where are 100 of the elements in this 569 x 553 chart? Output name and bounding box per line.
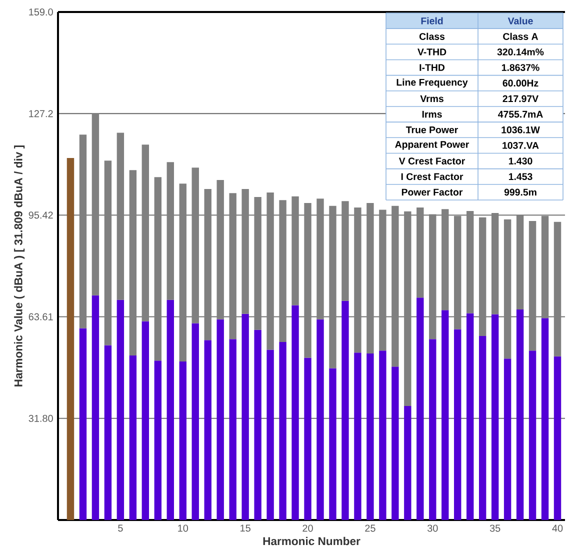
bar: [79, 328, 87, 520]
bar: [366, 354, 374, 520]
bar: [379, 210, 386, 351]
annotation: 320.14m%: [497, 48, 544, 56]
bar: [304, 203, 312, 358]
bar: [528, 350, 536, 520]
bar: [316, 198, 324, 320]
bar: [478, 217, 486, 336]
bar: [179, 362, 186, 520]
bar: [92, 295, 100, 520]
bar: [142, 321, 150, 520]
bar: [429, 339, 436, 520]
bar: [416, 298, 424, 520]
y-tick-label: 95.42: [28, 212, 53, 219]
bar: [528, 220, 536, 351]
bar: [442, 310, 449, 520]
y-tick-label: 63.61: [28, 313, 53, 320]
bar: [404, 406, 412, 520]
bar: [254, 196, 262, 330]
annotation: 4755.7mA: [498, 110, 543, 118]
annotation: 1.8637%: [502, 64, 540, 71]
bar: [516, 309, 524, 520]
bar: [229, 193, 236, 340]
bar: [116, 300, 124, 520]
annotation: Vrms: [420, 95, 444, 102]
bar: [454, 329, 462, 520]
bar: [66, 158, 74, 520]
annotation: V Crest Factor: [398, 158, 465, 164]
bar: [392, 366, 399, 520]
annotation: Power Factor: [402, 188, 463, 196]
bar: [129, 170, 137, 356]
annotation: 60.00Hz: [502, 80, 538, 87]
bar: [304, 358, 312, 520]
x-tick-label: 20: [302, 524, 313, 532]
annotation: Irms: [422, 110, 442, 118]
bar: [242, 314, 249, 520]
bar: [316, 319, 324, 520]
bar: [192, 168, 199, 324]
x-tick-label: 35: [490, 524, 500, 532]
bar: [554, 222, 562, 356]
bar: [104, 160, 112, 346]
y-tick-label: 31.80: [28, 414, 53, 422]
bar: [329, 206, 336, 368]
annotation: 1037.VA: [502, 142, 539, 149]
annotation: True Power: [406, 126, 458, 134]
annotation: I-THD: [420, 64, 445, 71]
annotation: 999.5m: [504, 188, 536, 196]
bar: [79, 134, 87, 328]
bar: [92, 112, 100, 296]
bar: [392, 206, 399, 367]
x-tick-label: 10: [178, 524, 188, 532]
annotation: I Crest Factor: [401, 173, 464, 180]
bar: [516, 215, 524, 310]
bar: [379, 350, 386, 520]
annotation: Line Frequency: [396, 78, 468, 88]
bar: [442, 209, 449, 310]
bar: [541, 216, 549, 318]
x-axis-title: Harmonic Number: [263, 536, 360, 546]
bar: [166, 300, 174, 520]
bar: [116, 132, 124, 300]
bar: [541, 318, 549, 520]
bar: [204, 340, 212, 520]
annotation: 217.97V: [502, 95, 538, 102]
bar: [554, 356, 562, 520]
bar: [466, 211, 474, 314]
annotation: Apparent Power: [395, 141, 470, 150]
bar: [354, 208, 362, 353]
bar: [429, 214, 436, 340]
bar: [179, 184, 186, 362]
bar: [279, 342, 286, 520]
x-tick-label: 30: [427, 524, 438, 532]
bar: [154, 177, 162, 361]
annotation: V-THD: [418, 48, 446, 56]
bar: [254, 330, 262, 520]
bar: [129, 355, 137, 520]
bar: [504, 358, 512, 520]
bar: [154, 360, 162, 520]
bar: [192, 323, 199, 520]
bar: [329, 368, 336, 520]
x-tick-label: 40: [552, 524, 563, 532]
bar: [216, 319, 224, 520]
bar: [504, 219, 512, 359]
bar: [266, 350, 274, 520]
bar: [404, 211, 412, 406]
bar: [204, 188, 212, 340]
bar: [491, 314, 499, 520]
bar: [104, 345, 112, 520]
bar: [454, 216, 462, 330]
annotation: 1036.1W: [502, 126, 540, 134]
x-tick-label: 5: [118, 524, 123, 532]
annotation: Value: [508, 17, 533, 24]
bar: [216, 180, 224, 320]
annotation: Class A: [503, 32, 538, 40]
bar: [279, 200, 286, 342]
bar: [342, 300, 349, 520]
bar: [354, 352, 362, 520]
bar: [142, 144, 150, 322]
x-tick-label: 25: [365, 524, 376, 532]
y-tick-label: 127.2: [29, 110, 53, 118]
x-tick-label: 15: [240, 524, 250, 532]
